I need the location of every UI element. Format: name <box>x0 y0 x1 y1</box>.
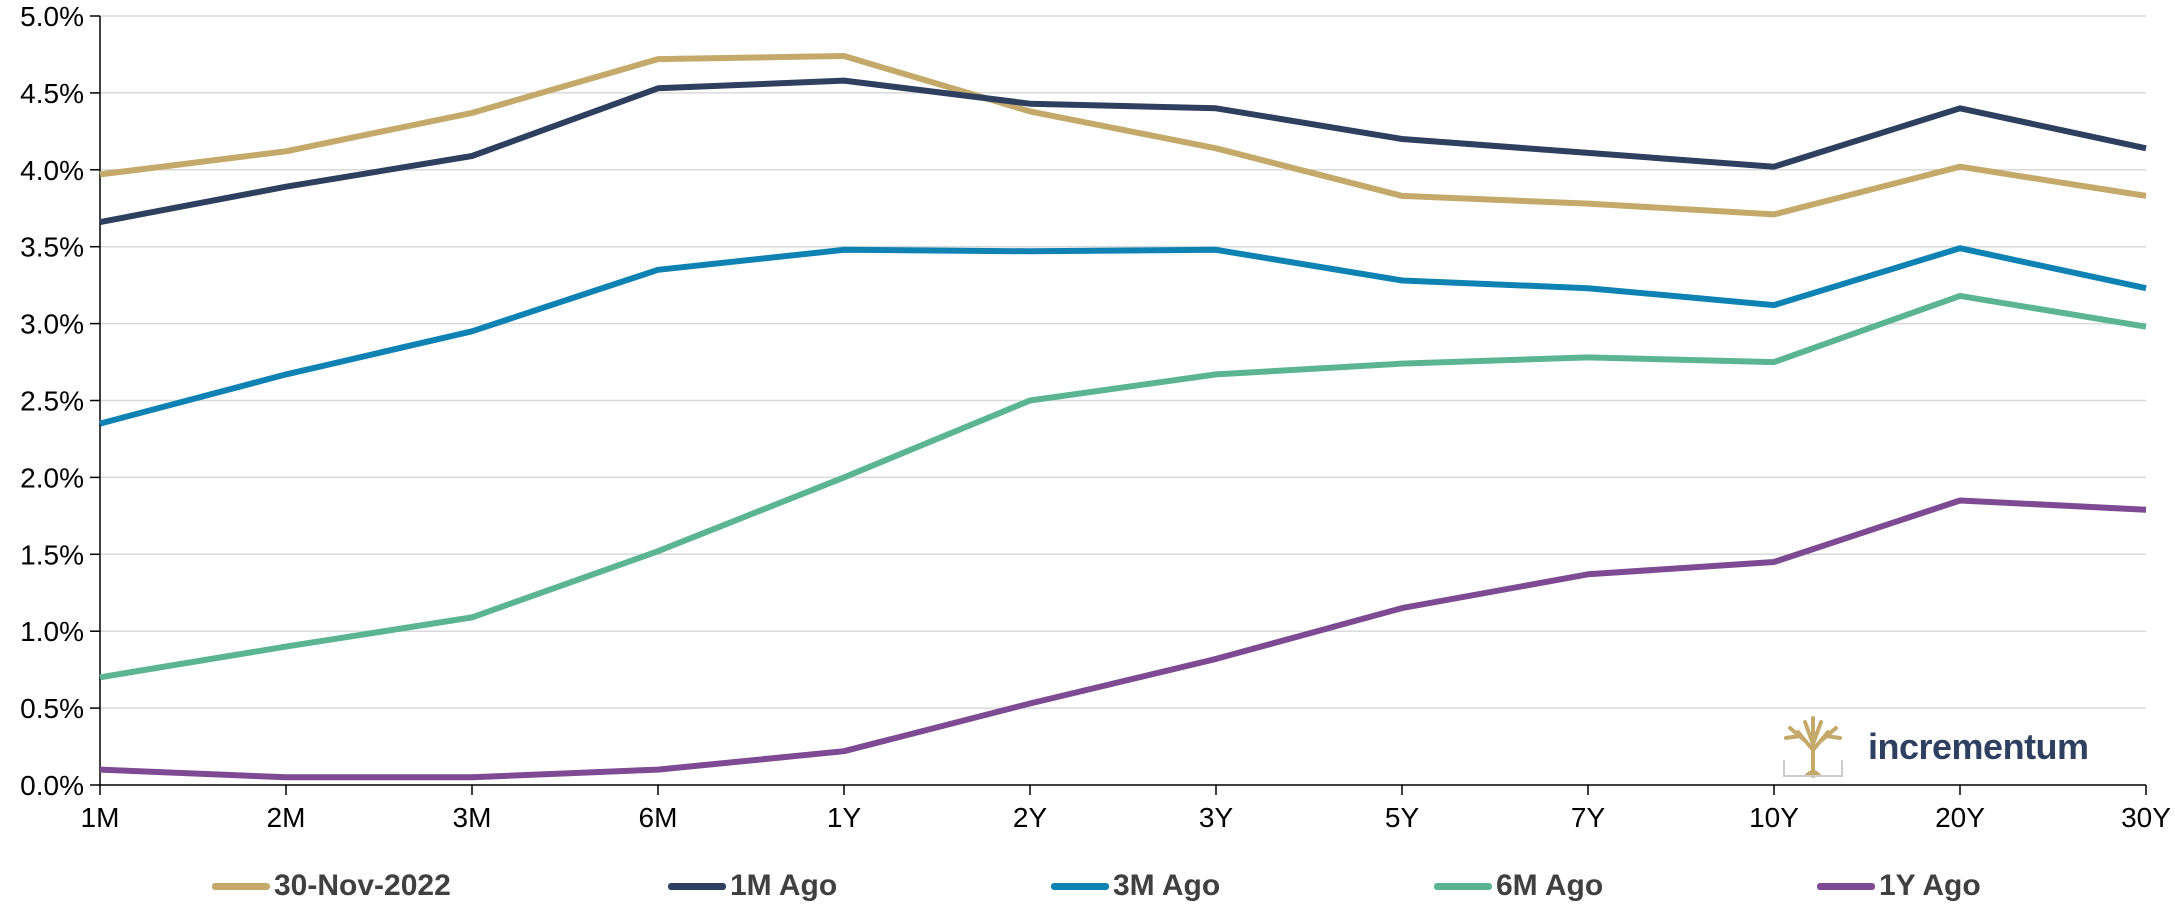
legend-swatch <box>1051 882 1109 890</box>
y-axis-tick-labels: 0.0% 0.5% 1.0% 1.5% 2.0% 2.5% 3.0% 3.5% 4.0% 4.5%… <box>20 1 84 801</box>
x-tick-label: 5Y <box>1385 802 1420 833</box>
y-tick-label: 2.5% <box>20 386 84 417</box>
x-tick-label: 20Y <box>1935 802 1985 833</box>
series-line-3 <box>99 292 2147 681</box>
y-tick-label: 1.5% <box>20 539 84 570</box>
legend-swatch <box>1434 882 1492 890</box>
x-tick-label: 10Y <box>1749 802 1799 833</box>
y-tick-label: 4.0% <box>20 155 84 186</box>
y-tick-label: 4.5% <box>20 78 84 109</box>
x-tick-label: 7Y <box>1571 802 1606 833</box>
legend-label: 1Y Ago <box>1879 869 1981 902</box>
x-tick-label: 1M <box>81 802 120 833</box>
x-tick-label: 1Y <box>827 802 862 833</box>
x-tick-label: 2Y <box>1013 802 1048 833</box>
legend-label: 1M Ago <box>730 869 838 902</box>
legend-swatch <box>1817 882 1875 890</box>
legend-label: 3M Ago <box>1113 869 1221 902</box>
incrementum-logo: incrementum <box>1780 714 2120 780</box>
x-tick-label: 3Y <box>1199 802 1234 833</box>
legend-item: 30-Nov-2022 <box>212 866 451 906</box>
tree-icon <box>1783 716 1843 778</box>
legend-swatch <box>212 882 270 890</box>
x-tick-label: 30Y <box>2121 802 2171 833</box>
grid <box>100 15 2146 709</box>
y-tick-label: 3.5% <box>20 232 84 263</box>
legend-item: 6M Ago <box>1434 866 1603 906</box>
series-line-2 <box>99 245 2147 427</box>
legend-item: 1Y Ago <box>1817 866 1981 906</box>
series-line-1 <box>99 77 2147 226</box>
legend-swatch <box>668 882 726 890</box>
y-tick-label: 0.5% <box>20 693 84 724</box>
axes <box>90 15 2147 795</box>
series-line-0 <box>99 53 2147 218</box>
y-tick-label: 2.0% <box>20 462 84 493</box>
x-tick-label: 6M <box>639 802 678 833</box>
y-tick-label: 3.0% <box>20 309 84 340</box>
logo-text: incrementum <box>1868 726 2089 767</box>
legend: 30-Nov-2022 1M Ago 3M Ago 6M Ago 1Y Ago <box>0 866 2175 914</box>
legend-item: 3M Ago <box>1051 866 1220 906</box>
y-tick-label: 1.0% <box>20 616 84 647</box>
y-tick-label: 0.0% <box>20 770 84 801</box>
x-tick-label: 2M <box>267 802 306 833</box>
x-tick-label: 3M <box>453 802 492 833</box>
series-lines <box>99 53 2147 781</box>
y-tick-label: 5.0% <box>20 1 84 32</box>
series-line-4 <box>99 497 2147 781</box>
x-axis-tick-labels: 1M 2M 3M 6M 1Y 2Y 3Y 5Y 7Y 10Y 20Y 30Y <box>81 802 2172 833</box>
legend-label: 30-Nov-2022 <box>274 869 451 902</box>
legend-label: 6M Ago <box>1496 869 1604 902</box>
legend-item: 1M Ago <box>668 866 837 906</box>
